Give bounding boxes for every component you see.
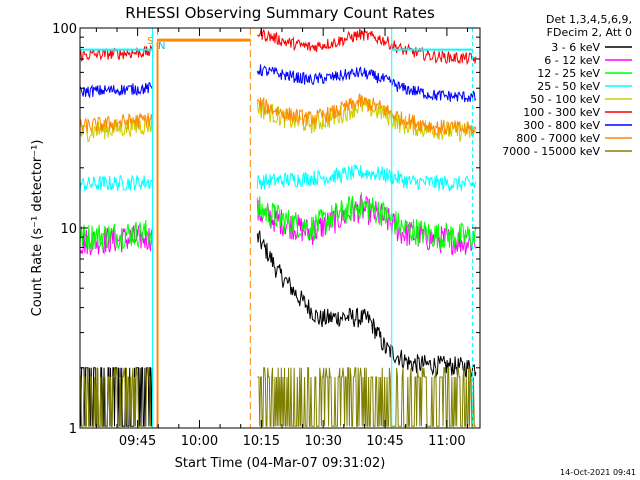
- y-tick-label: 100: [52, 22, 77, 37]
- x-tick-label: 10:15: [243, 434, 280, 449]
- x-tick-label: 09:45: [119, 434, 156, 449]
- legend-entry-label: 100 - 300 keV: [523, 106, 600, 119]
- legend-entry-label: 12 - 25 keV: [537, 67, 600, 80]
- x-tick-label: 10:45: [366, 434, 403, 449]
- y-tick-label: 10: [60, 222, 77, 237]
- legend-entry-label: 25 - 50 keV: [537, 80, 600, 93]
- series-300-800-keV-seg1: [79, 82, 153, 99]
- series-300-800-keV-seg2: [256, 64, 477, 103]
- legend-entry-label: 300 - 800 keV: [523, 119, 600, 132]
- series-7000-15000-keV-seg1: [80, 367, 153, 427]
- legend-entry-label: 50 - 100 keV: [530, 93, 600, 106]
- legend-header-line-2: FDecim 2, Att 0: [547, 26, 632, 39]
- x-tick-label: 11:00: [428, 434, 465, 449]
- series-800-7000-keV-seg2: [256, 93, 477, 137]
- legend-entry-label: 3 - 6 keV: [551, 41, 600, 54]
- x-tick-label: 10:00: [181, 434, 218, 449]
- legend-header-line-1: Det 1,3,4,5,6,9,: [546, 13, 632, 26]
- series-12-25-keV-seg1: [79, 220, 153, 251]
- footer-timestamp: 14-Oct-2021 09:41: [560, 468, 636, 477]
- series-100-300-keV-seg2: [257, 28, 477, 66]
- x-tick-label: 10:30: [304, 434, 341, 449]
- x-axis-label: Start Time (04-Mar-07 09:31:02): [175, 456, 386, 471]
- y-tick-label: 1: [69, 422, 77, 437]
- series-25-50-keV-seg1: [79, 174, 153, 192]
- axis-layer: 09:45 10:00 10:15 10:30 10:45 11:00 1 10 100: [52, 22, 480, 449]
- saa-flag-label: S: [147, 36, 153, 47]
- series-6-12-keV-seg2: [256, 194, 477, 256]
- chart-title: RHESSI Observing Summary Count Rates: [125, 4, 435, 22]
- marker-layer: [80, 28, 474, 428]
- series-25-50-keV-seg2: [256, 164, 477, 192]
- legend-entry-label: 7000 - 15000 keV: [502, 145, 600, 158]
- series-800-7000-keV-seg1: [79, 112, 153, 134]
- y-axis-label: Count Rate (s⁻¹ detector⁻¹): [30, 140, 45, 317]
- series-12-25-keV-seg2: [256, 192, 477, 250]
- series-3-6-keV-seg2: [256, 230, 477, 378]
- series-7000-15000-keV-seg2: [257, 367, 476, 427]
- night-flag-label: N: [158, 41, 165, 52]
- legend-entry-label: 6 - 12 keV: [544, 54, 600, 67]
- legend-entry-label: 800 - 7000 keV: [516, 132, 600, 145]
